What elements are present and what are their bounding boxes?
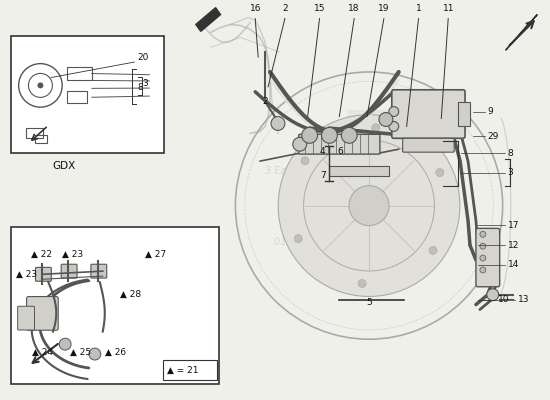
Circle shape [379, 112, 393, 126]
Circle shape [389, 107, 399, 116]
Text: 12: 12 [508, 241, 519, 250]
Text: 3 Eaton Park Road: 3 Eaton Park Road [265, 166, 355, 176]
FancyBboxPatch shape [392, 90, 465, 138]
Text: 15: 15 [314, 4, 325, 12]
Circle shape [436, 169, 444, 176]
FancyBboxPatch shape [458, 102, 470, 126]
Text: 13: 13 [518, 295, 529, 304]
Circle shape [480, 267, 486, 273]
Text: 19: 19 [378, 4, 389, 12]
Text: GDX: GDX [53, 161, 76, 171]
Circle shape [358, 280, 366, 288]
FancyBboxPatch shape [299, 134, 380, 154]
FancyBboxPatch shape [403, 138, 454, 152]
Text: 14: 14 [508, 260, 519, 270]
Text: 9: 9 [488, 107, 493, 116]
Text: 6: 6 [337, 147, 343, 156]
Bar [25, 128, 43, 138]
Text: 𝔐: 𝔐 [339, 99, 439, 262]
Polygon shape [196, 8, 221, 31]
Circle shape [342, 128, 357, 143]
Text: 20: 20 [138, 53, 149, 62]
Circle shape [294, 235, 302, 242]
Text: 7: 7 [320, 172, 326, 180]
Circle shape [271, 116, 285, 130]
FancyBboxPatch shape [10, 227, 218, 384]
Text: 2: 2 [262, 97, 268, 106]
FancyBboxPatch shape [18, 306, 35, 330]
Circle shape [389, 122, 399, 131]
Circle shape [37, 82, 43, 88]
Circle shape [293, 137, 307, 151]
Text: 4: 4 [320, 147, 326, 156]
Text: 8: 8 [508, 149, 513, 158]
Text: 16: 16 [250, 4, 261, 12]
FancyBboxPatch shape [35, 267, 51, 281]
Circle shape [301, 157, 309, 165]
Text: 3: 3 [142, 78, 148, 88]
Text: ▲ = 21: ▲ = 21 [167, 366, 199, 374]
Bar [67, 66, 92, 80]
Text: ▲ 25: ▲ 25 [70, 348, 91, 357]
Text: 29: 29 [488, 132, 499, 141]
Text: ▲ 27: ▲ 27 [145, 250, 167, 258]
Bar [67, 91, 87, 103]
Text: 3: 3 [508, 168, 513, 178]
Circle shape [372, 124, 380, 132]
FancyBboxPatch shape [476, 228, 500, 287]
Circle shape [480, 255, 486, 261]
FancyBboxPatch shape [91, 264, 107, 278]
Text: 1: 1 [416, 4, 421, 12]
Circle shape [429, 246, 437, 254]
Text: ▲ 28: ▲ 28 [119, 290, 141, 299]
Text: ▲ 22: ▲ 22 [30, 250, 52, 258]
Text: 01932 868085: 01932 868085 [274, 237, 345, 247]
Text: KT11 2JB: KT11 2JB [288, 220, 332, 230]
Text: Cobham: Cobham [289, 184, 330, 194]
Text: 10: 10 [498, 295, 509, 304]
FancyBboxPatch shape [329, 166, 389, 176]
Circle shape [322, 128, 337, 143]
Text: ▲ 24: ▲ 24 [32, 348, 53, 357]
FancyBboxPatch shape [61, 264, 77, 278]
Text: 18: 18 [349, 4, 360, 12]
Text: ▲ 23: ▲ 23 [15, 270, 37, 279]
Circle shape [59, 338, 71, 350]
Bar [35, 135, 47, 143]
Circle shape [349, 186, 389, 226]
Text: ▲ 23: ▲ 23 [62, 250, 83, 258]
Text: 11: 11 [442, 4, 454, 12]
Circle shape [487, 289, 499, 301]
Polygon shape [505, 14, 537, 50]
Circle shape [480, 231, 486, 237]
Circle shape [302, 128, 317, 143]
Text: ▲ 26: ▲ 26 [104, 348, 126, 357]
FancyBboxPatch shape [26, 296, 58, 330]
Text: 2: 2 [282, 4, 288, 12]
Circle shape [480, 243, 486, 249]
FancyBboxPatch shape [163, 360, 217, 380]
Text: Surrey: Surrey [294, 202, 326, 212]
FancyBboxPatch shape [10, 36, 164, 153]
Text: 17: 17 [508, 221, 519, 230]
Text: 8: 8 [138, 83, 143, 92]
Circle shape [278, 115, 460, 296]
Circle shape [89, 348, 101, 360]
Text: 5: 5 [366, 298, 372, 306]
